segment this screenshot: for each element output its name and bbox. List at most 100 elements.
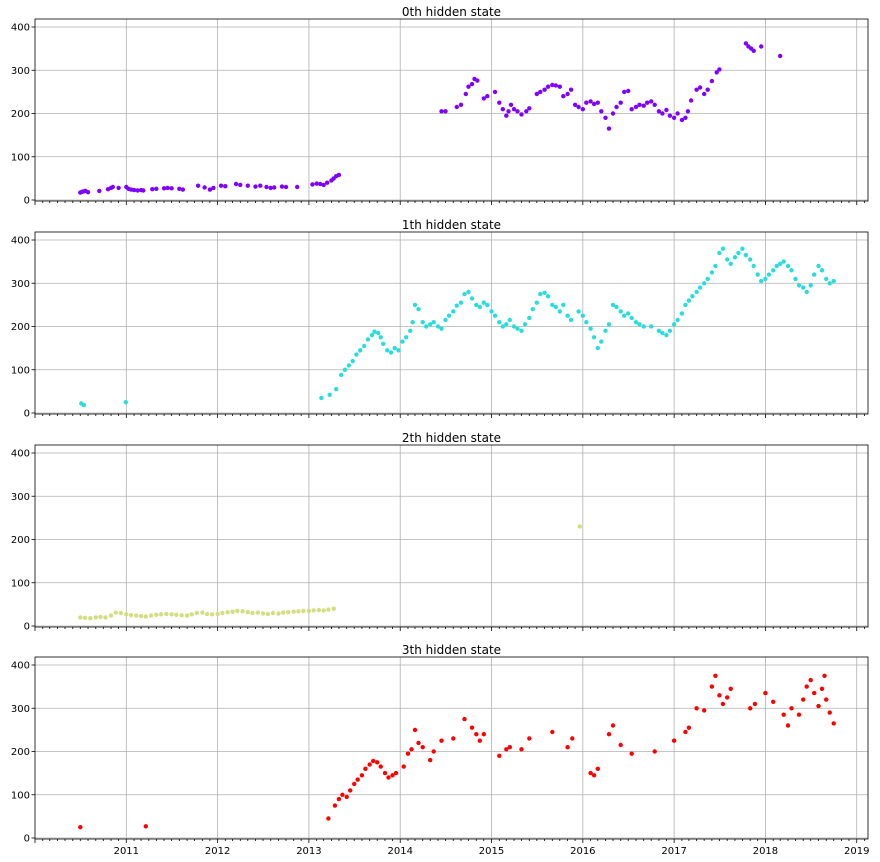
data-point [534, 300, 539, 305]
data-point [732, 255, 738, 260]
data-point [796, 712, 802, 717]
data-point [220, 610, 225, 616]
data-point [748, 257, 753, 262]
data-point [462, 716, 467, 722]
data-point [325, 180, 330, 185]
data-point [812, 272, 817, 277]
y-tick-label: 200 [11, 747, 30, 758]
data-point [416, 740, 421, 746]
data-point [143, 824, 148, 829]
data-point [576, 309, 581, 314]
data-point [240, 609, 245, 614]
data-point [633, 104, 639, 110]
data-point [527, 736, 532, 741]
data-point [500, 324, 505, 329]
x-tick-label: 2019 [844, 846, 869, 857]
data-point [245, 610, 250, 615]
x-tick-label: 2016 [570, 846, 595, 857]
data-point [326, 816, 331, 821]
data-point [816, 263, 821, 269]
data-point [633, 320, 639, 325]
data-point [235, 608, 240, 614]
data-point [591, 101, 597, 107]
data-point [180, 187, 185, 192]
data-point [352, 781, 357, 787]
data-point [553, 304, 558, 310]
data-point [728, 261, 733, 266]
panel-2: 0 100 200 300 400 2th hidden state [11, 431, 869, 633]
data-point [412, 302, 418, 308]
data-point [497, 320, 502, 325]
data-point [694, 706, 699, 711]
y-tick-label: 400 [11, 449, 30, 460]
data-point [550, 302, 555, 308]
data-point [103, 615, 108, 620]
y-tick-label: 200 [11, 322, 30, 333]
data-point [481, 732, 486, 737]
data-point [272, 185, 277, 190]
data-point [469, 296, 475, 301]
data-point [504, 113, 509, 118]
data-point [161, 186, 167, 191]
data-point [819, 268, 825, 273]
data-point [694, 289, 699, 295]
data-point [515, 109, 520, 114]
data-point [591, 773, 597, 778]
data-point [296, 609, 301, 614]
data-point [629, 751, 634, 756]
data-point [827, 710, 832, 715]
data-point [264, 184, 269, 190]
data-point [431, 320, 436, 325]
data-point [258, 183, 263, 188]
data-point [656, 328, 662, 333]
data-point [245, 183, 250, 188]
data-point [439, 738, 444, 743]
data-point [717, 250, 722, 256]
data-point [614, 304, 619, 310]
data-point [649, 324, 654, 329]
data-point [595, 766, 600, 771]
data-point [424, 324, 429, 329]
data-point [511, 107, 517, 112]
data-point [831, 278, 836, 284]
data-point [740, 246, 745, 251]
data-point [463, 91, 468, 97]
data-point [568, 317, 574, 323]
data-point [319, 395, 324, 401]
data-point [522, 322, 528, 327]
data-point [714, 70, 719, 75]
data-point [270, 610, 276, 616]
data-point [685, 109, 691, 114]
data-point [223, 184, 228, 189]
data-point [568, 87, 574, 92]
data-point [174, 612, 179, 617]
y-tick-label: 100 [11, 152, 30, 163]
data-point [626, 311, 631, 316]
data-point [507, 317, 512, 323]
data-point [134, 613, 139, 618]
data-point [123, 400, 128, 405]
data-point [725, 257, 730, 262]
data-point [431, 749, 436, 754]
data-point [652, 749, 657, 754]
data-point [610, 723, 616, 728]
data-point [675, 111, 680, 116]
data-point [565, 313, 570, 318]
data-point [169, 612, 174, 617]
data-point [778, 53, 783, 59]
data-point [371, 758, 376, 764]
data-point [334, 387, 339, 392]
data-point [656, 109, 662, 114]
data-point [250, 610, 255, 616]
x-tick-label: 2018 [753, 846, 778, 857]
data-point [336, 172, 342, 178]
data-point [743, 252, 749, 258]
data-point [679, 117, 685, 123]
data-point [474, 732, 479, 737]
data-point [771, 268, 776, 273]
data-point [709, 270, 715, 275]
data-point [458, 300, 464, 305]
data-point [763, 276, 768, 282]
data-point [128, 613, 134, 618]
data-point [481, 96, 486, 101]
